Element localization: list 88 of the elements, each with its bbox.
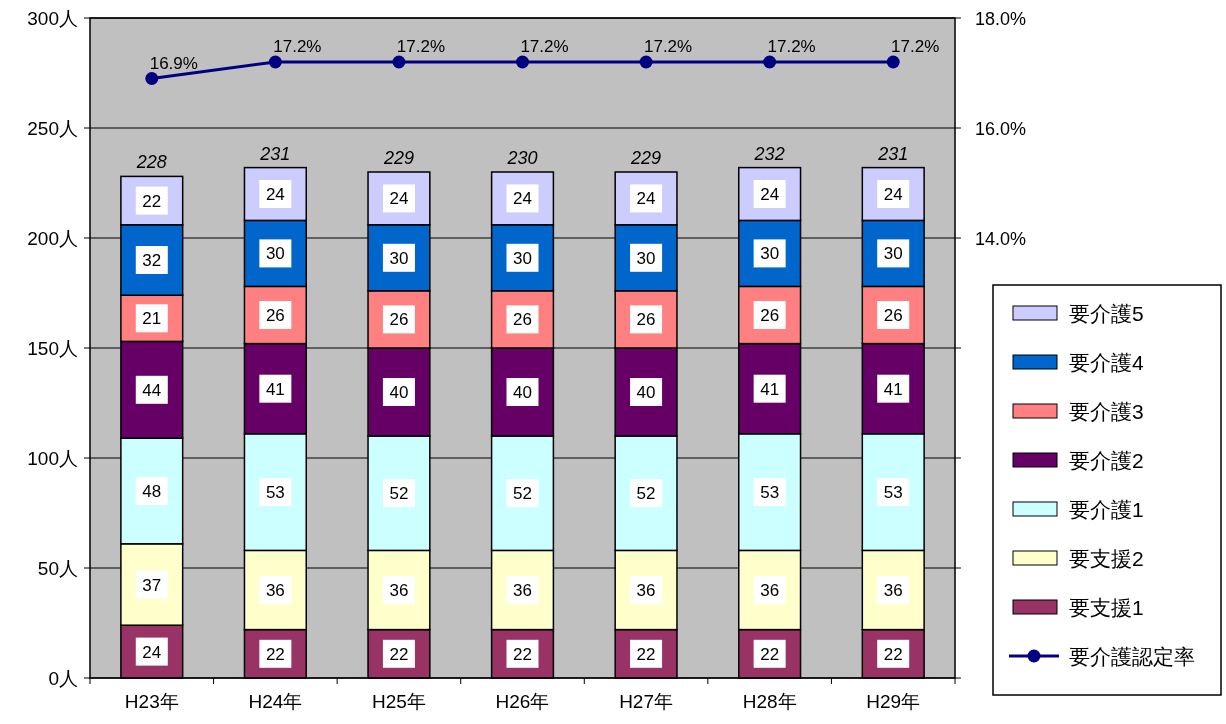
data-label: 26 (513, 310, 532, 330)
data-label: 40 (636, 383, 656, 402)
total-label: 232 (753, 143, 785, 164)
y-tick-label: 250人 (27, 118, 78, 139)
legend-label: 要支援2 (1069, 547, 1144, 570)
legend-label: 要介護5 (1069, 302, 1144, 325)
y-tick-label: 150人 (27, 338, 78, 359)
data-label: 24 (883, 185, 903, 204)
data-label: 26 (389, 310, 409, 330)
y-tick-label: 50人 (37, 558, 78, 579)
total-label: 230 (506, 148, 538, 168)
y-tick-label: 0人 (48, 668, 78, 689)
data-label: 17.2% (273, 37, 322, 56)
total-label: 229 (630, 148, 662, 168)
data-label: 22 (636, 644, 656, 664)
data-label: 17.2% (891, 37, 940, 56)
data-label: 37 (142, 575, 162, 595)
data-label: 41 (883, 379, 903, 399)
x-tick-label: H23年 (124, 691, 179, 712)
data-label: 16.9% (149, 53, 198, 73)
total-label: 229 (382, 148, 414, 168)
data-label: 22 (513, 644, 532, 664)
x-tick-label: H25年 (372, 691, 426, 712)
data-label: 24 (265, 185, 285, 204)
data-label: 22 (883, 644, 903, 664)
total-label: 228 (135, 152, 167, 173)
x-tick-label: H26年 (495, 691, 550, 712)
data-label: 17.2% (767, 37, 816, 56)
x-tick-label: H24年 (248, 691, 303, 712)
legend-label: 要介護2 (1069, 449, 1144, 472)
data-label: 36 (265, 581, 285, 600)
data-label: 40 (389, 383, 409, 402)
x-tick-label: H29年 (866, 691, 921, 712)
data-label: 36 (389, 581, 409, 600)
data-label: 41 (760, 379, 780, 399)
data-label: 52 (389, 484, 409, 504)
data-label: 24 (142, 642, 162, 662)
legend-label: 要介護4 (1069, 351, 1144, 374)
data-label: 44 (142, 380, 162, 400)
data-label: 17.2% (396, 37, 446, 56)
y2-tick-label: 16.0% (975, 119, 1027, 139)
data-label: 24 (636, 189, 656, 209)
data-label: 26 (265, 306, 285, 325)
data-label: 48 (142, 482, 162, 501)
data-label: 24 (389, 189, 409, 209)
y-tick-label: 100人 (27, 448, 78, 469)
y2-tick-label: 18.0% (975, 9, 1027, 29)
data-label: 22 (142, 191, 162, 211)
data-label: 36 (883, 581, 903, 600)
total-label: 231 (877, 143, 909, 164)
data-label: 36 (636, 581, 656, 600)
data-label: 52 (636, 484, 656, 504)
y2-tick-label: 14.0% (975, 229, 1027, 249)
y-tick-label: 200人 (27, 228, 78, 249)
data-label: 53 (883, 483, 903, 503)
data-label: 26 (760, 306, 780, 325)
x-tick-label: H27年 (619, 691, 673, 712)
data-label: 53 (265, 483, 285, 503)
data-label: 30 (636, 248, 656, 268)
data-label: 17.2% (643, 37, 693, 56)
data-label: 32 (142, 251, 162, 270)
data-label: 30 (389, 248, 409, 268)
data-label: 24 (760, 185, 780, 204)
data-label: 52 (513, 484, 532, 504)
data-label: 22 (760, 644, 780, 664)
data-label: 17.2% (520, 37, 569, 56)
legend-label: 要支援1 (1069, 596, 1144, 619)
data-label: 22 (389, 644, 409, 664)
total-label: 231 (259, 143, 291, 164)
data-label: 30 (883, 244, 903, 264)
data-label: 36 (760, 581, 780, 600)
x-tick-label: H28年 (742, 691, 797, 712)
data-label: 53 (760, 483, 780, 503)
data-label: 24 (513, 189, 532, 209)
legend-label: 要介護1 (1069, 498, 1144, 521)
data-label: 30 (265, 244, 285, 264)
data-label: 36 (513, 581, 532, 600)
data-label: 30 (760, 244, 780, 264)
legend-label: 要介護認定率 (1069, 645, 1195, 668)
data-label: 26 (636, 310, 656, 330)
data-label: 41 (265, 379, 285, 399)
legend-label: 要介護3 (1069, 400, 1144, 423)
data-label: 22 (265, 644, 285, 664)
data-label: 26 (883, 306, 903, 325)
data-label: 21 (142, 309, 162, 329)
data-label: 40 (513, 383, 532, 402)
y-tick-label: 300人 (27, 8, 78, 29)
data-label: 30 (513, 248, 532, 268)
